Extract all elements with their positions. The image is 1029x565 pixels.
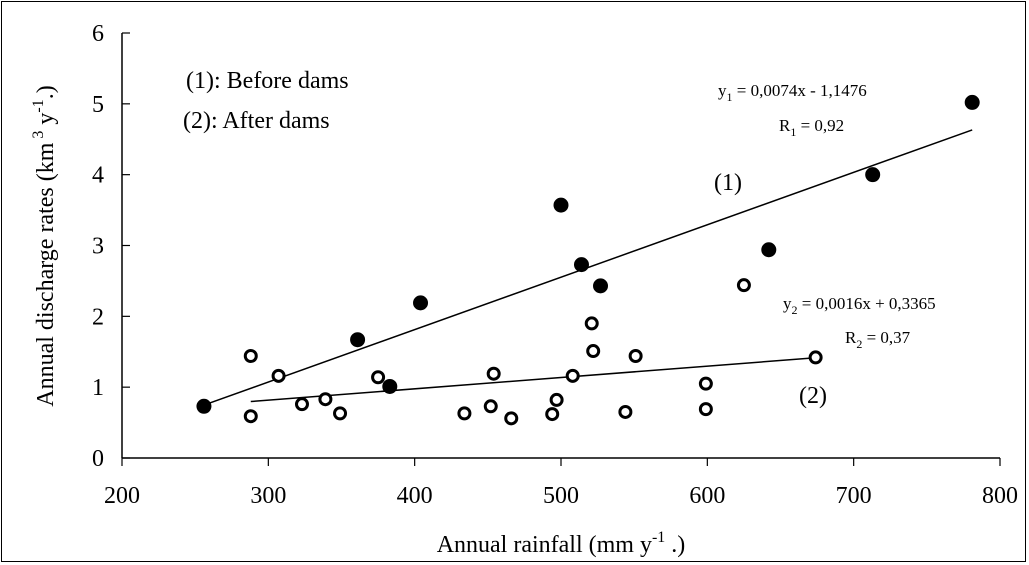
equation-1-y: y bbox=[718, 81, 727, 100]
point-before-dams bbox=[413, 295, 429, 311]
point-before-dams bbox=[573, 257, 589, 273]
point-after-dams bbox=[549, 392, 564, 407]
r-value-2-sub: 2 bbox=[856, 337, 862, 351]
x-tick-label: 600 bbox=[689, 483, 725, 509]
y-tick-label: 4 bbox=[92, 163, 104, 189]
point-after-dams bbox=[294, 397, 309, 412]
x-axis-label-tail: .) bbox=[665, 532, 685, 558]
y-tick-label: 5 bbox=[92, 92, 104, 118]
point-before-dams bbox=[553, 197, 569, 213]
point-after-dams bbox=[545, 407, 560, 422]
point-after-dams bbox=[736, 278, 751, 293]
y-axis-label-tail: .) bbox=[33, 85, 59, 99]
x-ticks: 200 300 400 500 600 700 800 bbox=[104, 458, 1018, 509]
point-after-dams bbox=[698, 402, 713, 417]
r-value-2: R2 = 0,37 bbox=[845, 328, 911, 351]
point-after-dams bbox=[504, 411, 519, 426]
point-before-dams bbox=[350, 332, 366, 348]
x-tick-label: 800 bbox=[982, 483, 1018, 509]
equation-1-sub: 1 bbox=[727, 90, 733, 104]
point-after-dams bbox=[565, 368, 580, 383]
x-axis-label-main: Annual rainfall (mm y bbox=[437, 532, 652, 558]
point-after-dams bbox=[698, 376, 713, 391]
x-axis-label: Annual rainfall (mm y-1 .) bbox=[437, 529, 686, 558]
equation-2: y2 = 0,0016x + 0,3365 bbox=[783, 294, 936, 317]
point-after-dams bbox=[243, 409, 258, 424]
r-value-1-sub: 1 bbox=[790, 125, 796, 139]
r-value-1: R1 = 0,92 bbox=[779, 116, 844, 139]
x-tick-label: 400 bbox=[397, 483, 433, 509]
y-tick-label: 3 bbox=[92, 234, 104, 260]
point-before-dams bbox=[865, 167, 881, 183]
point-after-dams bbox=[586, 344, 601, 359]
equation-2-y: y bbox=[783, 294, 792, 313]
equation-1: y1 = 0,0074x - 1,1476 bbox=[718, 81, 867, 104]
point-after-dams bbox=[618, 404, 633, 419]
x-axis-label-sup: -1 bbox=[652, 529, 665, 546]
y-axis-label-mid: y bbox=[33, 113, 59, 131]
point-before-dams bbox=[761, 242, 777, 258]
x-tick-label: 300 bbox=[250, 483, 286, 509]
r-value-2-rhs: = 0,37 bbox=[862, 328, 910, 347]
curve-label-2: (2) bbox=[799, 383, 827, 409]
fit-line-series-2 bbox=[250, 357, 816, 403]
y-ticks: 0 1 2 3 4 5 6 bbox=[92, 21, 130, 472]
point-before-dams bbox=[964, 94, 980, 110]
y-axis-label-sup1: 3 bbox=[30, 131, 47, 143]
data-points bbox=[196, 94, 980, 426]
point-after-dams bbox=[457, 406, 472, 421]
legend-before-dams: (1): Before dams bbox=[186, 68, 349, 94]
equation-2-sub: 2 bbox=[792, 303, 798, 317]
y-tick-label: 6 bbox=[92, 21, 104, 47]
point-after-dams bbox=[243, 349, 258, 363]
y-axis-label: Annual discharge rates (km 3 y-1.) bbox=[30, 85, 59, 406]
y-tick-label: 1 bbox=[92, 375, 104, 401]
curve-label-1: (1) bbox=[714, 170, 742, 196]
point-after-dams bbox=[333, 406, 348, 421]
point-after-dams bbox=[271, 368, 286, 383]
y-axis-label-main: Annual discharge rates (km bbox=[33, 142, 59, 406]
x-tick-label: 200 bbox=[104, 483, 140, 509]
y-tick-label: 0 bbox=[92, 446, 104, 472]
x-tick-label: 700 bbox=[836, 483, 872, 509]
point-before-dams bbox=[593, 278, 609, 294]
point-after-dams bbox=[628, 349, 643, 363]
point-before-dams bbox=[196, 398, 212, 414]
point-before-dams bbox=[382, 378, 398, 394]
x-tick-label: 500 bbox=[543, 483, 579, 509]
point-after-dams bbox=[584, 316, 599, 331]
r-value-1-r: R bbox=[779, 116, 791, 135]
point-after-dams bbox=[486, 366, 501, 381]
point-after-dams bbox=[483, 399, 498, 414]
y-tick-label: 2 bbox=[92, 304, 104, 330]
legend-after-dams: (2): After dams bbox=[183, 108, 330, 134]
equation-2-rhs: = 0,0016x + 0,3365 bbox=[798, 294, 936, 313]
point-after-dams bbox=[371, 370, 386, 385]
y-axis-label-sup2: -1 bbox=[30, 99, 47, 112]
point-after-dams bbox=[808, 350, 823, 365]
point-after-dams bbox=[318, 392, 333, 407]
equation-1-rhs: = 0,0074x - 1,1476 bbox=[733, 81, 867, 100]
r-value-1-rhs: = 0,92 bbox=[796, 116, 844, 135]
r-value-2-r: R bbox=[845, 328, 857, 347]
